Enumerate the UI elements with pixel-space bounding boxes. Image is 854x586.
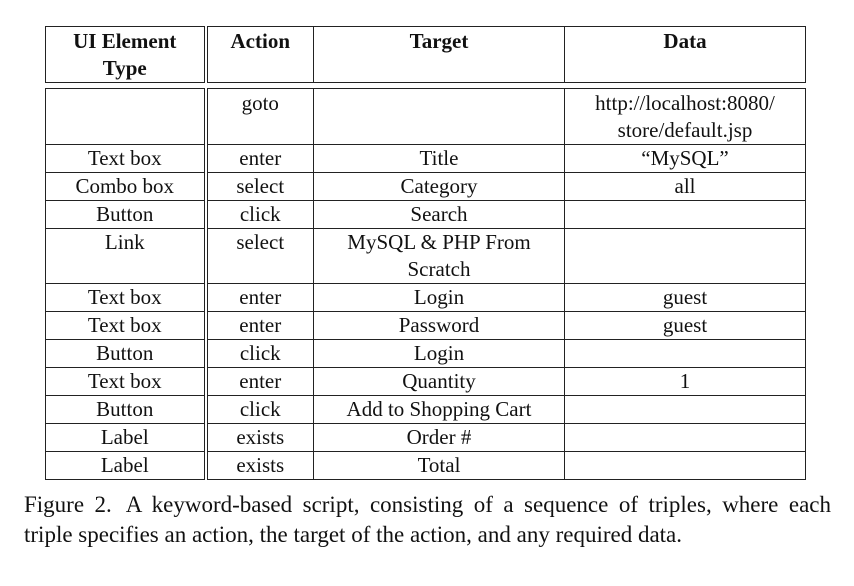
- cell-data: http://localhost:8080/ store/default.jsp: [564, 88, 806, 145]
- cell-type: Button: [45, 395, 208, 424]
- cell-target: Add to Shopping Cart: [313, 395, 565, 424]
- cell-data: all: [564, 172, 806, 201]
- header-data: Data: [564, 26, 806, 83]
- cell-target: Quantity: [313, 367, 565, 396]
- cell-data: [564, 423, 806, 452]
- cell-action: click: [205, 395, 314, 424]
- cell-type: Label: [45, 423, 208, 452]
- cell-type: Combo box: [45, 172, 208, 201]
- cell-action: enter: [205, 144, 314, 173]
- header-ui-element-type: UI Element Type: [45, 26, 208, 83]
- cell-target: Login: [313, 339, 565, 368]
- cell-target: Password: [313, 311, 565, 340]
- cell-type: [45, 88, 208, 145]
- table-row: Button click Search: [45, 200, 806, 229]
- cell-target: [313, 88, 565, 145]
- cell-action: enter: [205, 311, 314, 340]
- table-row: Button click Login: [45, 339, 806, 368]
- cell-data: guest: [564, 311, 806, 340]
- table-row: Text box enter Quantity 1: [45, 367, 806, 396]
- cell-type: Text box: [45, 283, 208, 312]
- cell-action: enter: [205, 367, 314, 396]
- cell-target: Total: [313, 451, 565, 480]
- cell-type: Text box: [45, 367, 208, 396]
- table-row: Label exists Total: [45, 451, 806, 480]
- header-target: Target: [313, 26, 565, 83]
- cell-data: “MySQL”: [564, 144, 806, 173]
- cell-target: Title: [313, 144, 565, 173]
- cell-type: Button: [45, 200, 208, 229]
- cell-data: [564, 339, 806, 368]
- header-action: Action: [205, 26, 314, 83]
- table-row: Label exists Order #: [45, 423, 806, 452]
- cell-action: select: [205, 228, 314, 284]
- cell-target: Order #: [313, 423, 565, 452]
- table-row: goto http://localhost:8080/ store/defaul…: [45, 88, 806, 145]
- table-row: Text box enter Password guest: [45, 311, 806, 340]
- cell-type: Label: [45, 451, 208, 480]
- cell-target: Search: [313, 200, 565, 229]
- caption-text: A keyword-based script, consisting of a …: [24, 492, 831, 547]
- figure-label: Figure 2.: [24, 492, 112, 517]
- table-row: Text box enter Login guest: [45, 283, 806, 312]
- cell-type: Text box: [45, 311, 208, 340]
- header-row: UI Element Type Action Target Data: [45, 26, 806, 83]
- cell-data: 1: [564, 367, 806, 396]
- cell-data: [564, 395, 806, 424]
- cell-data: [564, 200, 806, 229]
- cell-action: exists: [205, 423, 314, 452]
- table-row: Link select MySQL & PHP From Scratch: [45, 228, 806, 284]
- table: UI Element Type Action Target Data goto …: [45, 26, 806, 480]
- cell-type: Link: [45, 228, 208, 284]
- cell-target: MySQL & PHP From Scratch: [313, 228, 565, 284]
- table-row: Combo box select Category all: [45, 172, 806, 201]
- cell-type: Text box: [45, 144, 208, 173]
- cell-data: guest: [564, 283, 806, 312]
- figure-caption: Figure 2. A keyword-based script, consist…: [24, 490, 831, 550]
- cell-action: exists: [205, 451, 314, 480]
- keyword-script-table: UI Element Type Action Target Data goto …: [45, 26, 806, 480]
- cell-action: select: [205, 172, 314, 201]
- cell-action: click: [205, 339, 314, 368]
- cell-target: Category: [313, 172, 565, 201]
- cell-action: click: [205, 200, 314, 229]
- cell-action: enter: [205, 283, 314, 312]
- cell-data: [564, 451, 806, 480]
- cell-data: [564, 228, 806, 284]
- cell-action: goto: [205, 88, 314, 145]
- table-row: Button click Add to Shopping Cart: [45, 395, 806, 424]
- table-row: Text box enter Title “MySQL”: [45, 144, 806, 173]
- cell-type: Button: [45, 339, 208, 368]
- cell-target: Login: [313, 283, 565, 312]
